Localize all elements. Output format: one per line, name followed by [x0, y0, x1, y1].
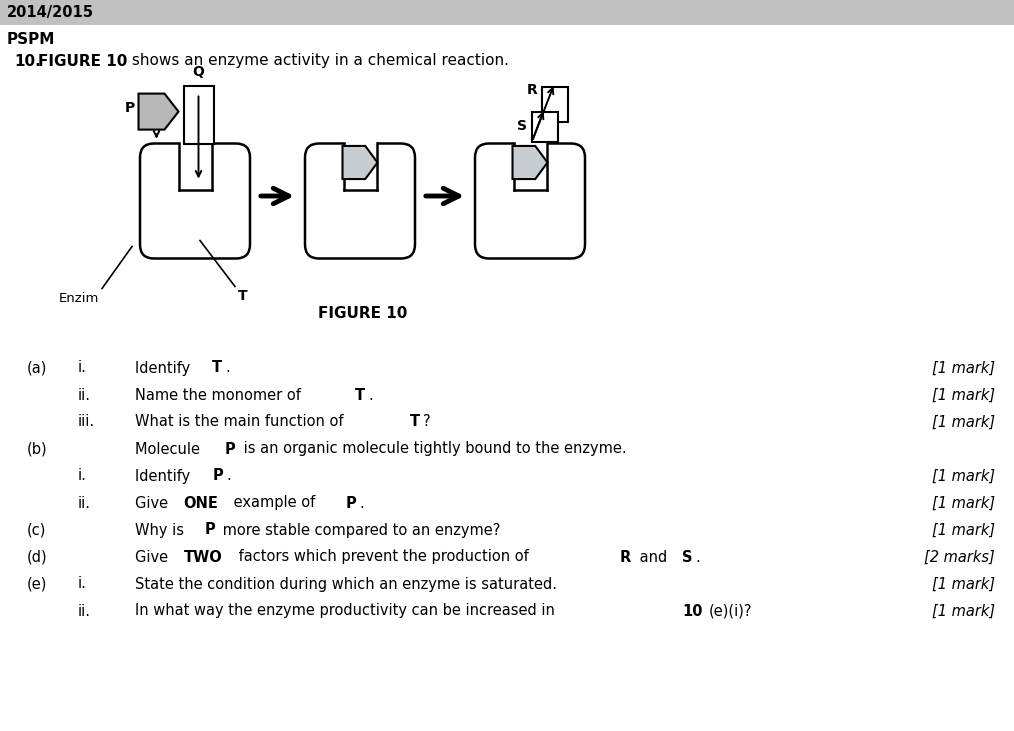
Text: i.: i.	[78, 360, 87, 376]
Text: FIGURE 10: FIGURE 10	[38, 53, 128, 69]
Text: Why is: Why is	[135, 523, 189, 537]
Text: T: T	[212, 360, 222, 376]
Text: T: T	[238, 289, 247, 303]
Text: example of: example of	[229, 496, 319, 510]
Text: State the condition during which an enzyme is saturated.: State the condition during which an enzy…	[135, 577, 557, 591]
Text: P: P	[204, 523, 215, 537]
Text: In what way the enzyme productivity can be increased in: In what way the enzyme productivity can …	[135, 604, 560, 618]
Text: FIGURE 10: FIGURE 10	[317, 306, 408, 321]
Text: [1 mark]: [1 mark]	[932, 414, 995, 430]
Bar	[184, 86, 214, 143]
Text: (e)(i)?: (e)(i)?	[709, 604, 752, 618]
FancyBboxPatch shape	[140, 143, 250, 259]
FancyBboxPatch shape	[305, 143, 415, 259]
Text: [1 mark]: [1 mark]	[932, 387, 995, 403]
Text: Name the monomer of: Name the monomer of	[135, 387, 305, 403]
Text: P: P	[346, 496, 357, 510]
Text: Molecule: Molecule	[135, 442, 205, 456]
Text: Give: Give	[135, 550, 172, 564]
Text: [1 mark]: [1 mark]	[932, 469, 995, 483]
Text: .: .	[226, 469, 231, 483]
Text: 10: 10	[682, 604, 704, 618]
Text: and: and	[635, 550, 671, 564]
Text: ?: ?	[423, 414, 431, 430]
Text: Give: Give	[135, 496, 172, 510]
Text: TWO: TWO	[184, 550, 222, 564]
Text: [1 mark]: [1 mark]	[932, 523, 995, 537]
Text: iii.: iii.	[78, 414, 95, 430]
Polygon shape	[343, 146, 377, 179]
Text: .: .	[225, 360, 230, 376]
Text: P: P	[225, 442, 235, 456]
Text: is an organic molecule tightly bound to the enzyme.: is an organic molecule tightly bound to …	[238, 442, 627, 456]
Text: [1 mark]: [1 mark]	[932, 496, 995, 510]
Text: i.: i.	[78, 577, 87, 591]
Bar	[178, 140, 212, 189]
Text: S: S	[682, 550, 693, 564]
Polygon shape	[139, 94, 178, 129]
Text: .: .	[696, 550, 701, 564]
Text: Enzim: Enzim	[59, 292, 99, 305]
Text: T: T	[410, 414, 420, 430]
Text: P: P	[126, 101, 136, 115]
Text: .: .	[360, 496, 365, 510]
Text: (e): (e)	[27, 577, 48, 591]
Text: ONE: ONE	[184, 496, 219, 510]
Text: more stable compared to an enzyme?: more stable compared to an enzyme?	[218, 523, 501, 537]
Text: [1 mark]: [1 mark]	[932, 577, 995, 591]
Text: i.: i.	[78, 469, 87, 483]
Text: ii.: ii.	[78, 604, 91, 618]
Text: Identify: Identify	[135, 469, 195, 483]
Text: shows an enzyme activity in a chemical reaction.: shows an enzyme activity in a chemical r…	[127, 53, 509, 69]
Text: What is the main function of: What is the main function of	[135, 414, 348, 430]
Text: ii.: ii.	[78, 387, 91, 403]
FancyBboxPatch shape	[475, 143, 585, 259]
Text: 10.: 10.	[14, 53, 41, 69]
Bar	[531, 112, 558, 142]
Bar	[344, 140, 376, 189]
Text: T: T	[355, 387, 365, 403]
Polygon shape	[512, 146, 548, 179]
Text: .: .	[368, 387, 373, 403]
Bar	[513, 140, 547, 189]
Text: (c): (c)	[27, 523, 47, 537]
Text: (d): (d)	[27, 550, 48, 564]
Text: Q: Q	[193, 66, 205, 80]
Text: S: S	[517, 119, 527, 134]
Text: Identify: Identify	[135, 360, 195, 376]
Text: ii.: ii.	[78, 496, 91, 510]
Text: (a): (a)	[27, 360, 48, 376]
Text: [1 mark]: [1 mark]	[932, 360, 995, 376]
Text: R: R	[620, 550, 632, 564]
Bar	[0, 0, 1014, 25]
Text: factors which prevent the production of: factors which prevent the production of	[233, 550, 533, 564]
Text: (b): (b)	[27, 442, 48, 456]
Bar	[541, 86, 568, 121]
Text: PSPM: PSPM	[7, 31, 56, 47]
Text: P: P	[212, 469, 223, 483]
Text: [2 marks]: [2 marks]	[924, 550, 995, 564]
Text: 2014/2015: 2014/2015	[7, 6, 94, 20]
Text: [1 mark]: [1 mark]	[932, 604, 995, 618]
Text: R: R	[526, 83, 537, 97]
